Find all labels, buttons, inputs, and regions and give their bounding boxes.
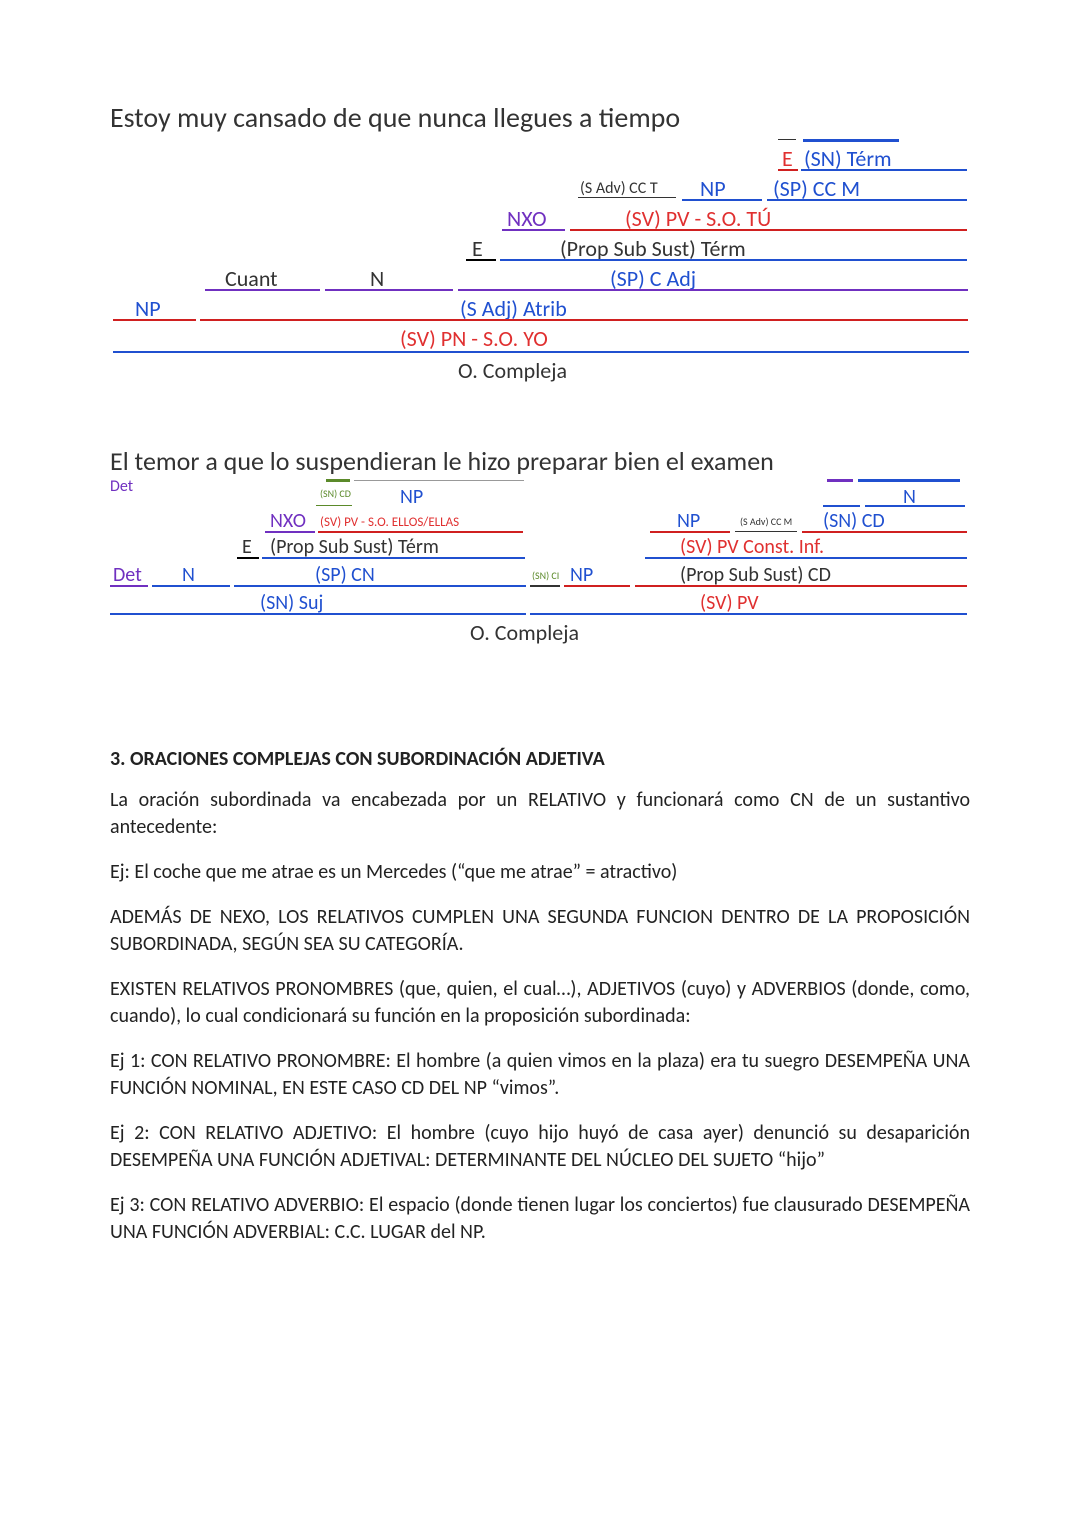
line-N	[325, 289, 453, 291]
lbl-NPa: NP	[400, 485, 423, 509]
line-PropSubSustTerm2	[262, 557, 525, 559]
line-SAdvCCM	[735, 531, 797, 532]
lbl-SN-Term: (SN) Térm	[804, 145, 892, 172]
line-E2	[466, 259, 496, 261]
line-Detb	[110, 585, 148, 587]
para-1: La oración subordinada va encabezada por…	[110, 787, 970, 841]
line-SNSuj	[110, 613, 526, 615]
lbl-SAdvCCM: (S Adv) CC M	[740, 515, 792, 528]
lbl-SNSuj: (SN) Suj	[260, 591, 323, 615]
line-Nb	[152, 585, 230, 587]
line-E1	[778, 169, 798, 171]
lbl-SNCD2: (SN) CD	[823, 509, 885, 533]
lbl-OCompleja-1: O. Compleja	[458, 357, 567, 384]
u-el	[827, 479, 853, 482]
line-E	[237, 557, 259, 559]
para-4: EXISTEN RELATIVOS PRONOMBRES (que, quien…	[110, 976, 970, 1030]
line-SPCN	[234, 585, 526, 587]
line-SAdvCCT	[578, 197, 676, 198]
line-NPb	[650, 531, 730, 533]
u-susp	[354, 480, 524, 481]
lbl-SAdvCCT: (S Adv) CC T	[580, 179, 658, 198]
lbl-NPb: NP	[677, 509, 700, 533]
line-NXO2	[265, 531, 315, 533]
line-Cuant	[205, 289, 320, 291]
lbl-SAdjAtrib: (S Adj) Atrib	[460, 295, 567, 322]
lbl-SVPV-ELLOS: (SV) PV - S.O. ELLOS/ELLAS	[320, 515, 459, 530]
body-text: 3. ORACIONES COMPLEJAS CON SUBORDINACIÓN…	[110, 747, 970, 1246]
lbl-SVPVConstInf: (SV) PV Const. Inf.	[680, 535, 824, 559]
line-SVPV-ELLOS	[318, 531, 523, 533]
lbl-SP-CCM: (SP) CC M	[773, 175, 860, 202]
lbl-Deta: Det	[110, 477, 133, 496]
uline-tiempo	[803, 139, 899, 142]
lbl-SVPV-SOTU: (SV) PV - S.O. TÚ	[625, 205, 771, 232]
lbl-E1: E	[782, 145, 793, 172]
lbl-Nb: N	[182, 563, 195, 587]
lbl-PropSubSustCD: (Prop Sub Sust) CD	[680, 563, 831, 587]
lbl-SVPV: (SV) PV	[700, 591, 759, 615]
lbl-Cuant: Cuant	[225, 265, 278, 292]
lbl-E: E	[242, 535, 252, 559]
line-SNCD2	[802, 531, 967, 533]
para-3: ADEMÁS DE NEXO, LOS RELATIVOS CUMPLEN UN…	[110, 904, 970, 958]
line-NP1	[682, 199, 762, 201]
line-Deta	[823, 505, 860, 507]
line-SVPVConstInf	[645, 557, 967, 559]
line-SVPN-SOYO	[113, 351, 969, 353]
lbl-E2: E	[472, 235, 483, 262]
para-6: Ej 2: CON RELATIVO ADJETIVO: El hombre (…	[110, 1120, 970, 1174]
lbl-NPc: NP	[570, 563, 593, 587]
lbl-SVPN-SOYO: (SV) PN - S.O. YO	[400, 325, 548, 352]
line-Na	[865, 505, 965, 507]
sentence-1-block: Estoy muy cansado de que nunca llegues a…	[110, 100, 970, 435]
lbl-NP1: NP	[700, 175, 726, 202]
document-page: Estoy muy cansado de que nunca llegues a…	[0, 0, 1080, 1324]
line-PropSubSustTerm	[500, 259, 967, 261]
line-SNCI	[530, 585, 560, 587]
u-examen	[858, 479, 960, 482]
line-PropSubSustCD	[635, 585, 967, 587]
para-5: Ej 1: CON RELATIVO PRONOMBRE: El hombre …	[110, 1048, 970, 1102]
line-SN-Term	[801, 169, 967, 171]
sentence-2: El temor a que lo suspendieran le hizo p…	[110, 445, 970, 477]
uline-a	[778, 139, 796, 140]
sentence-2-block: El temor a que lo suspendieran le hizo p…	[110, 445, 970, 697]
line-SP-CCM	[767, 199, 967, 201]
u-lo	[326, 479, 350, 482]
lbl-PropSubSustTerm2: (Prop Sub Sust) Térm	[270, 535, 439, 559]
lbl-N: N	[370, 265, 384, 292]
lbl-PropSubSustTerm: (Prop Sub Sust) Térm	[560, 235, 746, 262]
lbl-NXO2: NXO	[270, 509, 306, 533]
lbl-Detb: Det	[113, 563, 142, 587]
para-7: Ej 3: CON RELATIVO ADVERBIO: El espacio …	[110, 1192, 970, 1246]
line-NP2	[113, 319, 196, 321]
syntax-tree-1: E (SN) Térm (S Adv) CC T NP (SP) CC M NX…	[110, 135, 970, 435]
lbl-OCompleja-2: O. Compleja	[470, 619, 579, 646]
para-2: Ej: El coche que me atrae es un Mercedes…	[110, 859, 970, 886]
line-NPc	[564, 585, 630, 587]
lbl-SPCN: (SP) CN	[315, 563, 375, 587]
lbl-NP2: NP	[135, 295, 161, 322]
line-NXO	[502, 229, 565, 231]
syntax-tree-2: (SN) CD NP Det N NXO (SV) PV - S.O. ELLO…	[110, 477, 970, 697]
line-SAdjAtrib	[200, 319, 968, 321]
lbl-SP-CAdj: (SP) C Adj	[610, 265, 696, 292]
lbl-SNCI: (SN) CI	[532, 569, 559, 582]
line-SVPV-SOTU	[570, 229, 967, 231]
lbl-NXO: NXO	[507, 205, 547, 232]
lbl-SNCD-a: (SN) CD	[320, 487, 351, 500]
heading-3: 3. ORACIONES COMPLEJAS CON SUBORDINACIÓN…	[110, 747, 970, 771]
line-SVPV	[530, 613, 967, 615]
sentence-1: Estoy muy cansado de que nunca llegues a…	[110, 100, 970, 135]
line-SNCDa	[316, 505, 352, 506]
line-SP-CAdj	[458, 289, 968, 291]
